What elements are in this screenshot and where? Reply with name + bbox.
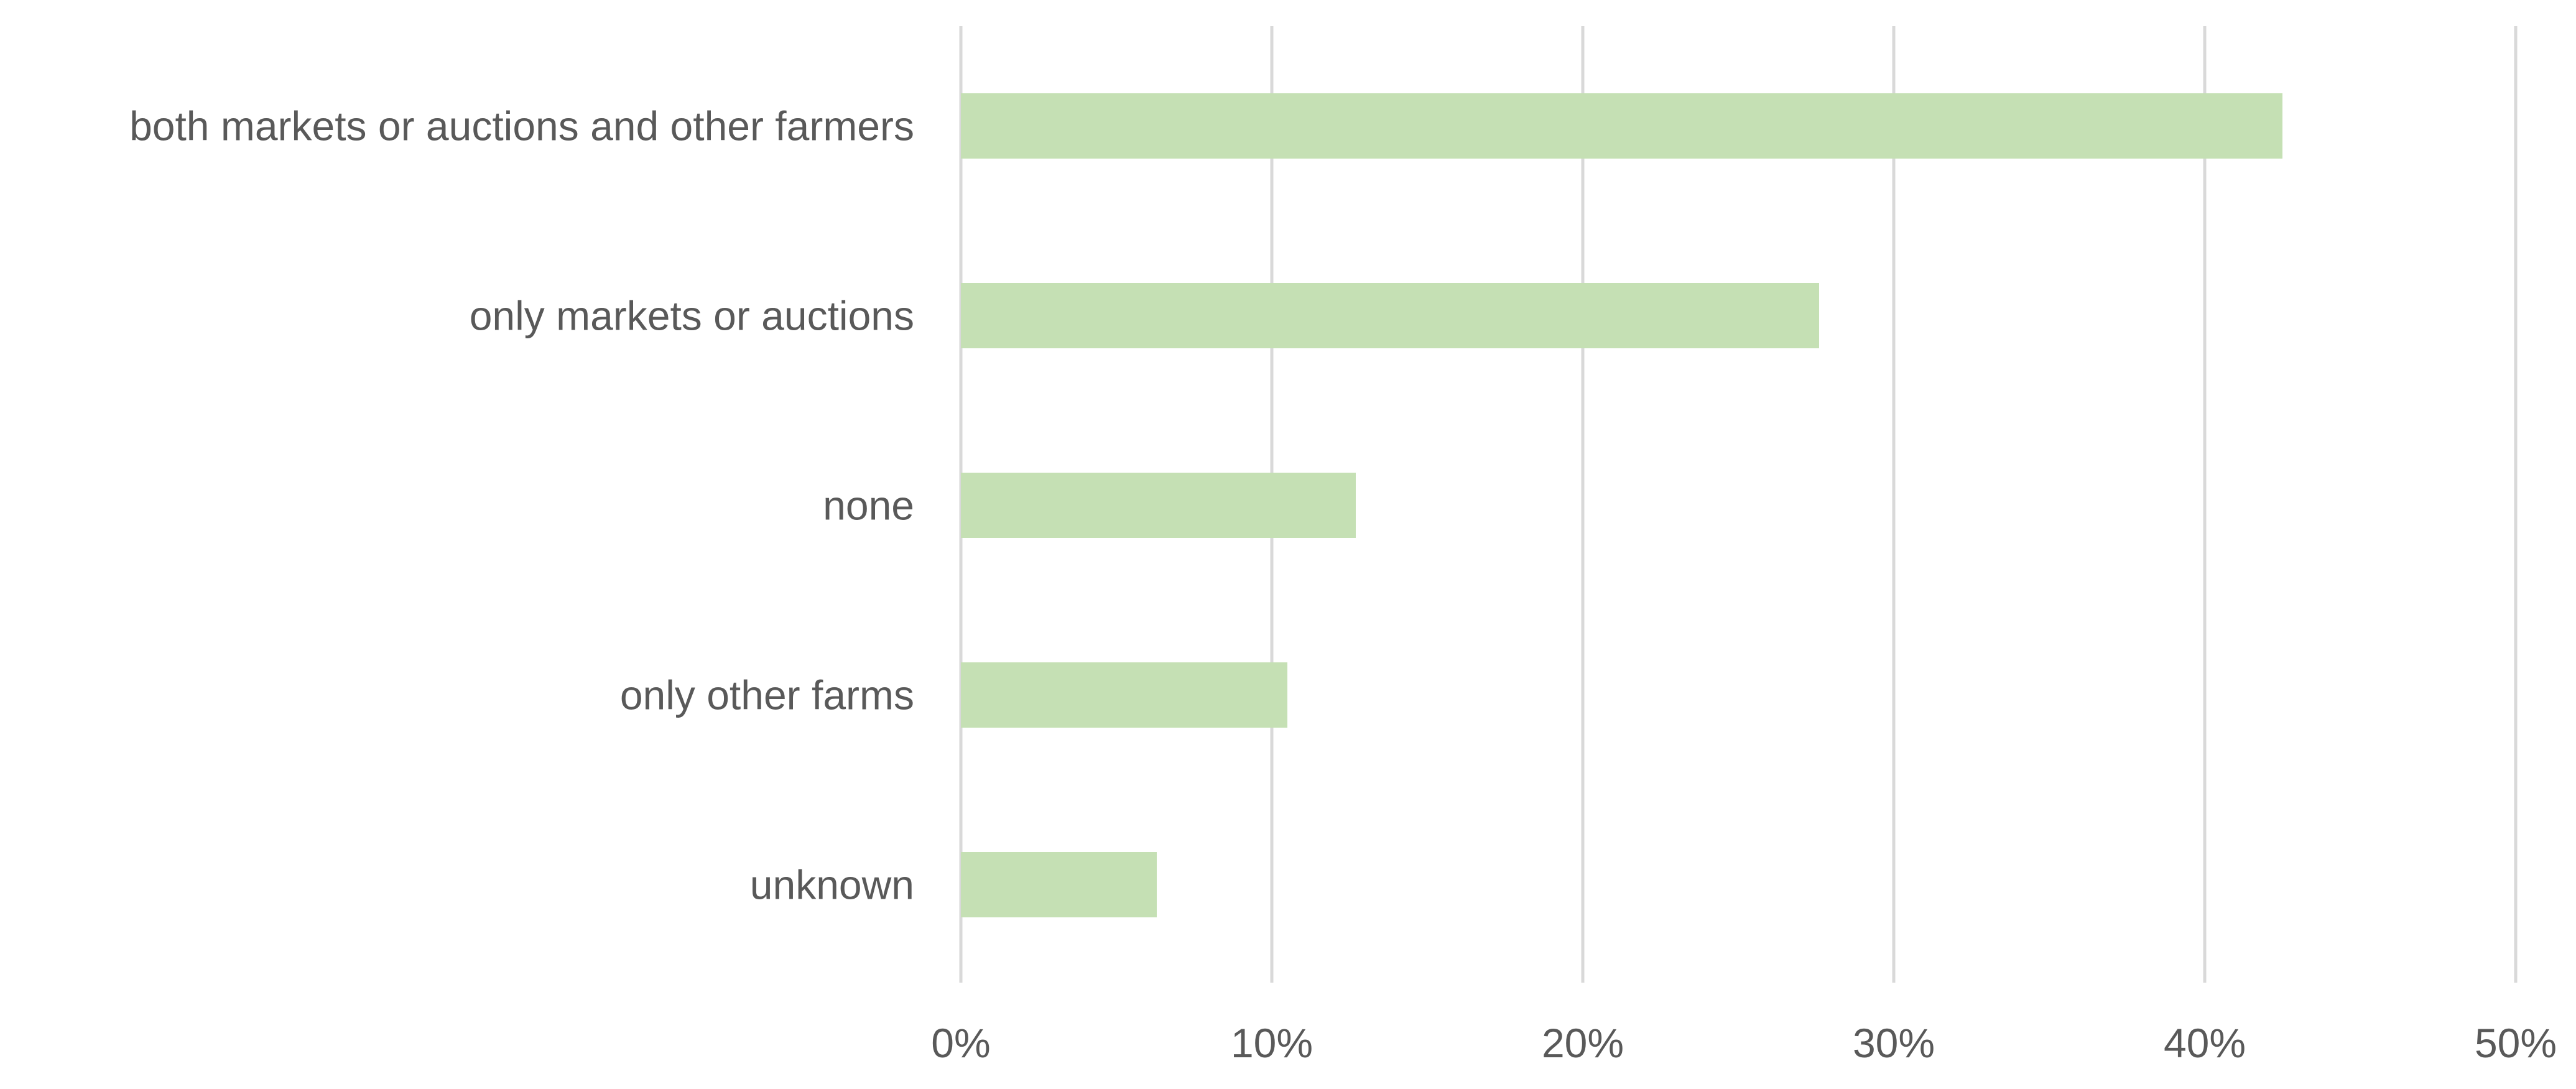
bar xyxy=(961,283,1819,348)
category-label: unknown xyxy=(750,862,914,908)
x-tick-label: 50% xyxy=(2475,1020,2557,1066)
category-label: none xyxy=(823,483,914,529)
category-labels: both markets or auctions and other farme… xyxy=(129,103,914,908)
bar xyxy=(961,852,1157,917)
x-tick-label: 40% xyxy=(2164,1020,2246,1066)
gridlines xyxy=(959,26,2518,983)
bar xyxy=(961,473,1356,538)
x-tick-label: 20% xyxy=(1542,1020,1624,1066)
x-tick-label: 0% xyxy=(931,1020,990,1066)
category-label: only other farms xyxy=(620,672,914,718)
bar xyxy=(961,93,2282,159)
x-tick-label: 30% xyxy=(1853,1020,1935,1066)
bars xyxy=(961,93,2282,917)
bar xyxy=(961,662,1287,728)
x-axis-tick-labels: 0% 10% 20% 30% 40% 50% xyxy=(931,1020,2557,1066)
category-label: only markets or auctions xyxy=(470,293,914,339)
category-label: both markets or auctions and other farme… xyxy=(129,103,914,149)
x-tick-label: 10% xyxy=(1231,1020,1313,1066)
